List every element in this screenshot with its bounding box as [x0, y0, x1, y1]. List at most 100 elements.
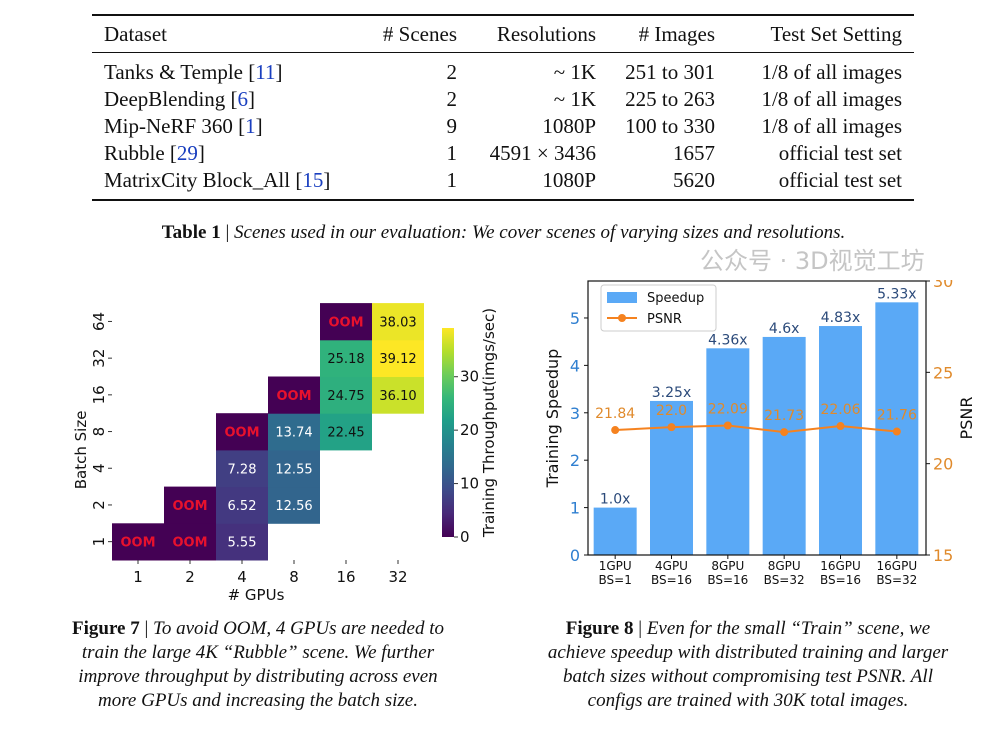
heatmap-cell: [320, 413, 372, 451]
heatmap-cell: [164, 486, 216, 524]
y-tick-label: 3: [570, 404, 580, 423]
y-tick-label: 64: [90, 312, 108, 331]
heatmap-cell: [268, 486, 320, 524]
cell-label: OOM: [224, 426, 259, 441]
heatmap-cell: [268, 376, 320, 414]
legend-psnr-label: PSNR: [647, 312, 682, 327]
table-cell: 1080P: [542, 168, 596, 192]
heatmap-cell: [216, 523, 268, 561]
table-cell: 2: [446, 87, 458, 111]
table-cell: ~ 1K: [553, 60, 596, 84]
caption-label: Table 1: [161, 222, 221, 243]
psnr-point: [667, 423, 676, 432]
table-cell: 1/8 of all images: [761, 114, 902, 138]
psnr-point: [723, 421, 732, 430]
x-tick-label: BS=16: [651, 573, 692, 587]
table-cell: 5620: [673, 168, 715, 192]
x-tick-label: 1GPU: [599, 559, 632, 573]
bar-label: 4.6x: [769, 321, 800, 337]
table-cell: 4591 × 3436: [489, 141, 596, 165]
dataset-name: Tanks & Temple [11]: [104, 60, 283, 84]
colorbar-label: Training Throughput(imgs/sec): [480, 308, 498, 538]
x-tick-label: BS=16: [707, 573, 748, 587]
colorbar-tick-label: 30: [460, 368, 479, 386]
x-axis-label: # GPUs: [228, 586, 285, 604]
citation-link[interactable]: 6: [237, 87, 249, 111]
x-tick-label: 4GPU: [655, 559, 688, 573]
x-tick-label: 4: [237, 568, 247, 586]
y-tick-label: 0: [570, 546, 580, 565]
table-cell: ~ 1K: [553, 87, 596, 111]
throughput-heatmap: OOM OOM OOM 5.55 6.52 7.28 OOM 12.56 12.55 13.74 O…: [72, 303, 498, 604]
psnr-label: 21.76: [877, 408, 917, 424]
table-cell: 1: [446, 141, 458, 165]
legend-speedup-label: Speedup: [647, 291, 704, 306]
x-tick-label: 16: [336, 568, 355, 586]
cell-label: 13.74: [275, 426, 312, 441]
colorbar: [442, 328, 454, 537]
bar-label: 5.33x: [877, 286, 916, 302]
bar-label: 1.0x: [600, 492, 631, 508]
y-tick-label: 8: [90, 427, 108, 437]
cell-label: 12.56: [275, 499, 312, 514]
cell-label: OOM: [172, 499, 207, 514]
cell-label: 25.18: [327, 352, 364, 367]
watermark: 公众号 · 3D视觉工坊: [700, 247, 925, 275]
x-tick-label: 8GPU: [768, 559, 801, 573]
x-tick-label: BS=32: [876, 573, 917, 587]
heatmap-cell: [216, 486, 268, 524]
table-cell: 225 to 263: [625, 87, 715, 111]
y-tick-label: 2: [570, 451, 580, 470]
x-tick-label: BS=1: [599, 573, 632, 587]
x-tick-label: BS=32: [764, 573, 805, 587]
y-axis-label: Batch Size: [72, 411, 90, 490]
y-tick-label: 4: [570, 356, 580, 375]
x-tick-label: 16GPU: [877, 559, 918, 573]
y-tick-label: 1: [90, 537, 108, 547]
x-tick-label: 32: [388, 568, 407, 586]
table-top-rule: [92, 14, 914, 16]
y-right-tick-label: 30: [933, 280, 953, 291]
psnr-label: 22.0: [656, 403, 687, 419]
caption-label: Figure 8: [565, 618, 634, 639]
psnr-line: [615, 424, 897, 434]
caption-line: Figure 8 | Even for the small “Train” sc…: [565, 618, 931, 639]
citation-link[interactable]: 15: [302, 168, 324, 192]
citation-link[interactable]: 11: [255, 60, 276, 84]
column-header: Resolutions: [496, 22, 596, 46]
caption-line: more GPUs and increasing the batch size.: [98, 690, 418, 711]
cell-label: OOM: [328, 315, 363, 330]
heatmap-cell: [320, 376, 372, 414]
colorbar-tick-label: 10: [460, 475, 479, 493]
y-tick-label: 2: [90, 500, 108, 510]
cell-label: OOM: [276, 389, 311, 404]
caption-text: Scenes used in our evaluation: We cover …: [234, 222, 846, 243]
caption-line: achieve speedup with distributed trainin…: [547, 642, 949, 663]
psnr-label: 21.73: [764, 408, 804, 424]
caption-line: train the large 4K “Rubble” scene. We fu…: [81, 642, 435, 663]
x-tick-label: BS=16: [820, 573, 861, 587]
heatmap-cell: [320, 339, 372, 377]
x-tick-label: 8GPU: [711, 559, 744, 573]
column-header: Dataset: [104, 22, 167, 46]
column-header: Test Set Setting: [770, 22, 902, 46]
dataset-name: Rubble [29]: [104, 141, 205, 165]
table-header-rule: [92, 52, 914, 53]
psnr-label: 22.06: [820, 402, 860, 418]
speedup-bar: [819, 326, 862, 555]
y-right-tick-label: 20: [933, 455, 953, 474]
x-tick-label: 16GPU: [820, 559, 861, 573]
y-tick-label: 1: [570, 499, 580, 518]
heatmap-cell: [216, 413, 268, 451]
citation-link[interactable]: 29: [176, 141, 198, 165]
colorbar-tick-label: 20: [460, 421, 479, 439]
psnr-point: [892, 427, 901, 436]
x-tick-label: 8: [289, 568, 299, 586]
psnr-point: [836, 422, 845, 431]
cell-label: 7.28: [228, 462, 257, 477]
heatmap-cell: [372, 376, 424, 414]
speedup-bar: [762, 336, 806, 555]
citation-link[interactable]: 1: [245, 114, 256, 138]
heatmap-cell: [372, 303, 424, 341]
table-bottom-rule: [92, 199, 914, 201]
